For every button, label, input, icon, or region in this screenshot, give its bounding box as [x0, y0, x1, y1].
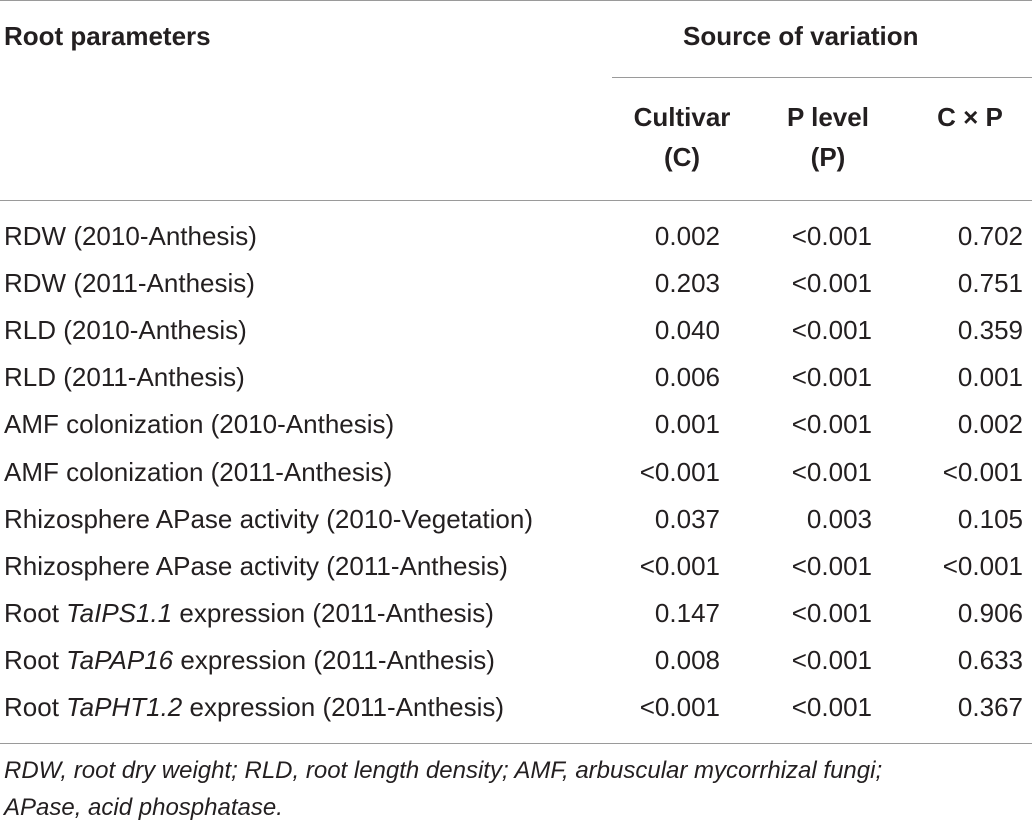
- p-level-cell: <0.001: [791, 550, 872, 581]
- parameter-text-suffix: expression (2011-Anthesis): [182, 692, 505, 722]
- parameter-text-suffix: expression (2011-Anthesis): [173, 644, 495, 675]
- parameter-text: AMF colonization (2011-Anthesis): [4, 456, 393, 487]
- p-level-cell: <0.001: [791, 409, 872, 440]
- cultivar-cell: 0.006: [654, 362, 720, 393]
- source-of-variation-rule: [612, 77, 1032, 78]
- cultivar-cell: 0.001: [654, 409, 720, 440]
- header-bottom-rule: [0, 200, 1032, 201]
- p-level-cell: <0.001: [791, 221, 872, 251]
- cultivar-cell: 0.147: [654, 597, 720, 628]
- parameter-text: Root: [4, 597, 67, 628]
- table-row: Rhizosphere APase activity (2010-Vegetat…: [0, 496, 1032, 543]
- interaction-cell: 0.906: [957, 597, 1023, 628]
- cultivar-cell: <0.001: [639, 456, 720, 487]
- header-cultivar-line2: (C): [663, 142, 701, 172]
- cultivar-cell: <0.001: [639, 692, 720, 722]
- table-row: RLD (2010-Anthesis) 0.040 <0.001 0.359: [0, 307, 1032, 354]
- root-parameter-cell: Rhizosphere APase activity (2011-Anthesi…: [4, 543, 508, 590]
- root-parameter-cell: Root TaPAP16 expression (2011-Anthesis): [4, 637, 495, 684]
- header-p-level-line1: P level: [787, 102, 869, 132]
- interaction-cell: 0.367: [957, 692, 1023, 722]
- root-parameter-cell: Rhizosphere APase activity (2010-Vegetat…: [4, 496, 533, 543]
- root-parameter-cell: RLD (2011-Anthesis): [4, 354, 245, 401]
- cultivar-cell: 0.002: [654, 221, 720, 251]
- table-row: Rhizosphere APase activity (2011-Anthesi…: [0, 543, 1032, 590]
- p-level-cell: <0.001: [791, 692, 872, 722]
- p-level-cell: 0.003: [806, 503, 872, 534]
- table-row: Root TaIPS1.1 expression (2011-Anthesis)…: [0, 590, 1032, 637]
- table-row: AMF colonization (2010-Anthesis) 0.001 <0.…: [0, 401, 1032, 448]
- interaction-cell: <0.001: [942, 456, 1023, 487]
- root-parameter-cell: RDW (2011-Anthesis): [4, 260, 255, 307]
- interaction-cell: 0.633: [957, 644, 1023, 675]
- interaction-cell: 0.002: [957, 409, 1023, 440]
- interaction-cell: 0.105: [957, 503, 1023, 534]
- root-parameter-cell: AMF colonization (2011-Anthesis): [4, 449, 392, 496]
- table-row: AMF colonization (2011-Anthesis) <0.001 <0…: [0, 449, 1032, 496]
- table-row: Root TaPHT1.2 expression (2011-Anthesis)…: [0, 684, 1032, 731]
- gene-name: TaPAP16: [66, 644, 174, 675]
- p-level-cell: <0.001: [791, 362, 872, 393]
- p-level-cell: <0.001: [791, 268, 872, 299]
- p-level-cell: <0.001: [791, 597, 872, 628]
- table-row: RLD (2011-Anthesis) 0.006 <0.001 0.001: [0, 354, 1032, 401]
- cultivar-cell: 0.040: [654, 315, 720, 346]
- interaction-cell: 0.359: [957, 315, 1023, 346]
- root-parameter-cell: RDW (2010-Anthesis): [4, 213, 257, 260]
- cultivar-cell: <0.001: [639, 550, 720, 581]
- header-cultivar-line1: Cultivar: [633, 102, 731, 132]
- footnote-line1: RDW, root dry weight; RLD, root length d…: [4, 757, 883, 784]
- parameter-text: RLD (2010-Anthesis): [4, 315, 247, 346]
- table-row: RDW (2011-Anthesis) 0.203 <0.001 0.751: [0, 260, 1032, 307]
- table-top-rule: [0, 0, 1032, 1]
- cultivar-cell: 0.203: [654, 268, 720, 299]
- root-parameter-cell: AMF colonization (2010-Anthesis): [4, 401, 394, 448]
- parameter-text: RLD (2011-Anthesis): [4, 362, 245, 393]
- interaction-cell: <0.001: [942, 550, 1023, 581]
- root-parameter-cell: Root TaPHT1.2 expression (2011-Anthesis): [4, 684, 504, 731]
- interaction-cell: 0.702: [957, 221, 1023, 251]
- parameter-text: Rhizosphere APase activity (2011-Anthesi…: [4, 550, 508, 581]
- parameter-text-suffix: expression (2011-Anthesis): [172, 597, 494, 628]
- header-c-x-p: C × P: [937, 102, 1003, 132]
- footnote: RDW, root dry weight; RLD, root length d…: [4, 752, 1028, 826]
- header-p-level-line2: (P): [810, 142, 846, 172]
- table-bottom-rule: [0, 743, 1032, 744]
- p-level-cell: <0.001: [791, 315, 872, 346]
- parameter-text: AMF colonization (2010-Anthesis): [4, 409, 395, 440]
- header-source-of-variation: Source of variation: [683, 21, 919, 51]
- header-cultivar: Cultivar (C): [612, 97, 752, 177]
- table-row: RDW (2010-Anthesis) 0.002 <0.001 0.702: [0, 213, 1032, 260]
- gene-name: TaPHT1.2: [66, 692, 183, 722]
- header-p-level: P level (P): [768, 97, 888, 177]
- cultivar-cell: 0.037: [654, 503, 720, 534]
- root-parameter-cell: RLD (2010-Anthesis): [4, 307, 247, 354]
- header-root-parameters: Root parameters: [4, 21, 211, 51]
- p-level-cell: <0.001: [791, 456, 872, 487]
- gene-name: TaIPS1.1: [66, 597, 173, 628]
- p-level-cell: <0.001: [791, 644, 872, 675]
- parameter-text: Root: [4, 692, 67, 722]
- interaction-cell: 0.751: [957, 268, 1023, 299]
- interaction-cell: 0.001: [957, 362, 1023, 393]
- root-parameter-cell: Root TaIPS1.1 expression (2011-Anthesis): [4, 590, 494, 637]
- table-row: Root TaPAP16 expression (2011-Anthesis) 0…: [0, 637, 1032, 684]
- footnote-line2: APase, acid phosphatase.: [4, 794, 283, 821]
- parameter-text: RDW (2010-Anthesis): [4, 221, 257, 251]
- parameter-text: RDW (2011-Anthesis): [4, 268, 255, 299]
- cultivar-cell: 0.008: [654, 644, 720, 675]
- parameter-text: Rhizosphere APase activity (2010-Vegetat…: [4, 503, 533, 534]
- parameter-text: Root: [4, 644, 67, 675]
